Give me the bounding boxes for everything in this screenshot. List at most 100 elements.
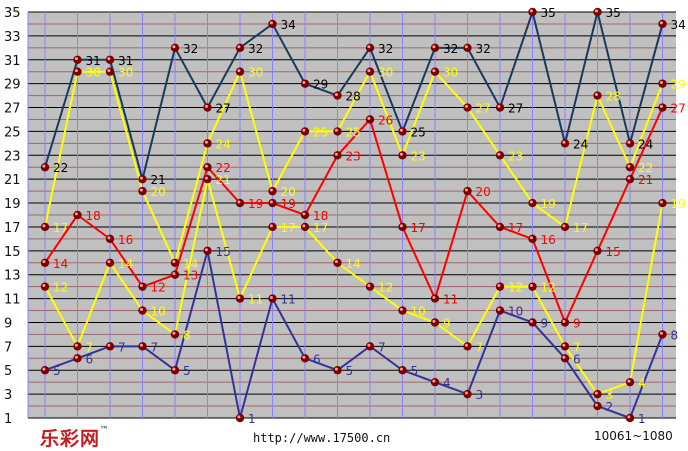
data-point-highlight bbox=[107, 343, 111, 347]
data-label: 20 bbox=[281, 185, 296, 199]
data-point-highlight bbox=[594, 248, 598, 252]
data-point-highlight bbox=[627, 140, 631, 144]
data-point-highlight bbox=[139, 307, 143, 311]
data-label: 4 bbox=[443, 376, 451, 390]
data-point-highlight bbox=[529, 236, 533, 240]
data-point bbox=[560, 318, 570, 327]
data-point-highlight bbox=[627, 415, 631, 419]
data-label: 27 bbox=[216, 102, 231, 116]
data-point bbox=[300, 222, 310, 232]
data-point bbox=[170, 366, 180, 375]
issue-range-label: 10061~1080 bbox=[594, 429, 673, 443]
data-point-highlight bbox=[562, 140, 566, 144]
data-label: 6 bbox=[313, 352, 321, 366]
data-label: 10 bbox=[508, 305, 523, 319]
trademark-mark: ™ bbox=[100, 424, 110, 434]
data-point-highlight bbox=[529, 319, 533, 323]
series-lines bbox=[44, 11, 664, 419]
data-point-highlight bbox=[269, 200, 273, 204]
data-point bbox=[560, 139, 570, 148]
data-label: 21 bbox=[638, 173, 653, 187]
data-label: 22 bbox=[53, 161, 68, 175]
data-point-highlight bbox=[562, 319, 566, 323]
data-point bbox=[495, 222, 505, 232]
data-point bbox=[40, 258, 50, 267]
series-line bbox=[44, 107, 664, 324]
series-line bbox=[44, 249, 664, 419]
data-point-highlight bbox=[594, 9, 598, 13]
data-point-highlight bbox=[367, 69, 371, 73]
y-tick-label: 33 bbox=[4, 30, 21, 45]
y-tick-label: 9 bbox=[4, 316, 12, 331]
data-point bbox=[333, 366, 342, 375]
data-label: 4 bbox=[638, 376, 646, 390]
series-line bbox=[44, 11, 664, 181]
data-label: 11 bbox=[281, 293, 296, 307]
data-point bbox=[430, 294, 440, 303]
data-label: 32 bbox=[248, 42, 263, 56]
data-point bbox=[268, 186, 277, 196]
data-label: 28 bbox=[606, 90, 621, 104]
data-point-highlight bbox=[432, 319, 436, 323]
data-point-highlight bbox=[659, 81, 663, 85]
data-point bbox=[73, 342, 82, 351]
data-point bbox=[268, 198, 277, 208]
data-label: 7 bbox=[118, 340, 126, 354]
data-point-highlight bbox=[74, 212, 78, 216]
data-point bbox=[528, 234, 537, 244]
data-point-highlight bbox=[237, 415, 241, 419]
data-point bbox=[300, 79, 310, 88]
data-point bbox=[170, 270, 180, 279]
data-point-highlight bbox=[74, 57, 78, 61]
data-label: 15 bbox=[216, 245, 231, 259]
site-url[interactable]: http://www.17500.cn bbox=[253, 431, 391, 445]
data-point bbox=[365, 342, 375, 351]
data-point-highlight bbox=[464, 391, 468, 395]
data-point bbox=[560, 222, 570, 232]
data-point-highlight bbox=[497, 284, 501, 288]
data-label: 29 bbox=[313, 78, 328, 92]
data-point bbox=[203, 139, 212, 148]
series-line bbox=[44, 70, 664, 264]
data-point bbox=[268, 294, 277, 303]
data-point bbox=[365, 115, 375, 124]
data-point bbox=[495, 151, 505, 160]
data-point-highlight bbox=[529, 200, 533, 204]
data-label: 35 bbox=[606, 6, 621, 20]
data-label: 12 bbox=[378, 281, 393, 295]
data-label: 7 bbox=[573, 340, 581, 354]
data-point bbox=[170, 330, 180, 339]
data-label: 13 bbox=[183, 269, 198, 283]
data-label: 27 bbox=[671, 102, 686, 116]
data-point-highlight bbox=[367, 116, 371, 120]
data-point bbox=[625, 377, 635, 387]
data-point bbox=[495, 103, 505, 112]
data-point bbox=[40, 163, 50, 172]
data-point bbox=[463, 43, 472, 53]
data-point bbox=[40, 282, 50, 291]
data-point-highlight bbox=[529, 9, 533, 13]
data-point-highlight bbox=[497, 307, 501, 311]
data-point-highlight bbox=[107, 57, 111, 61]
data-point bbox=[203, 163, 212, 172]
data-point bbox=[398, 127, 407, 136]
data-point bbox=[625, 139, 635, 148]
data-label: 32 bbox=[443, 42, 458, 56]
data-point-highlight bbox=[367, 284, 371, 288]
data-point bbox=[625, 174, 635, 184]
data-label: 11 bbox=[443, 293, 458, 307]
data-point bbox=[138, 282, 147, 291]
data-point-highlight bbox=[464, 104, 468, 108]
data-point-highlight bbox=[302, 224, 306, 228]
data-point-highlight bbox=[237, 200, 241, 204]
data-label: 6 bbox=[573, 352, 581, 366]
data-label: 3 bbox=[606, 388, 614, 402]
data-label: 27 bbox=[476, 102, 491, 116]
data-label: 19 bbox=[541, 197, 556, 211]
data-point bbox=[398, 306, 407, 315]
data-label: 27 bbox=[508, 102, 523, 116]
y-tick-label: 27 bbox=[4, 102, 21, 117]
data-point-highlight bbox=[562, 224, 566, 228]
y-tick-label: 17 bbox=[4, 221, 21, 236]
